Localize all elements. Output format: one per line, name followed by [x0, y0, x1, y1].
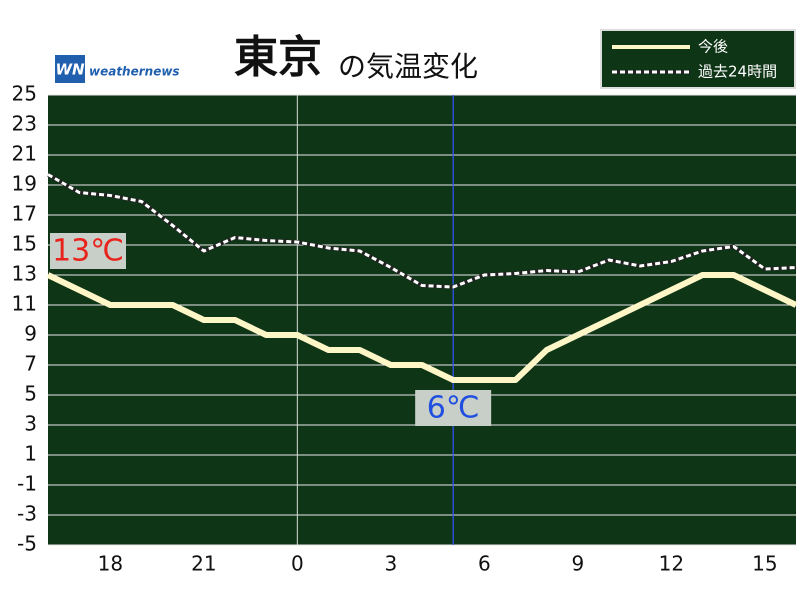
y-tick-label: 17 — [12, 202, 37, 226]
y-tick-label: 13 — [12, 262, 37, 286]
y-tick-label: 23 — [12, 112, 37, 136]
y-tick-label: 5 — [24, 382, 37, 406]
logo-box — [55, 55, 85, 83]
y-tick-label: 9 — [24, 322, 37, 346]
legend-label: 今後 — [698, 38, 728, 56]
value-label: 6℃ — [427, 391, 480, 426]
logo-text: weathernews — [89, 65, 180, 79]
plot-area — [48, 95, 796, 545]
x-tick-label: 15 — [752, 552, 777, 576]
y-tick-label: 11 — [12, 292, 37, 316]
y-tick-label: 25 — [12, 82, 37, 106]
y-tick-label: 3 — [24, 412, 37, 436]
x-tick-label: 3 — [384, 552, 397, 576]
x-tick-label: 12 — [659, 552, 684, 576]
x-tick-label: 9 — [571, 552, 584, 576]
x-tick-label: 18 — [98, 552, 123, 576]
chart-title-suffix: の気温変化 — [338, 50, 478, 83]
x-tick-label: 21 — [191, 552, 216, 576]
y-tick-label: 1 — [24, 442, 37, 466]
y-tick-label: 7 — [24, 352, 37, 376]
y-tick-label: -5 — [17, 532, 37, 556]
value-label-box — [415, 390, 492, 426]
legend — [600, 29, 796, 89]
chart-title: 東京 — [234, 32, 322, 83]
y-tick-label: 15 — [12, 232, 37, 256]
value-label-box — [50, 233, 126, 269]
x-tick-label: 6 — [478, 552, 491, 576]
y-tick-label: -1 — [17, 472, 37, 496]
y-tick-label: 19 — [12, 172, 37, 196]
series-line — [47, 173, 797, 289]
y-tick-label: 21 — [12, 142, 37, 166]
x-tick-label: 0 — [291, 552, 304, 576]
logo-mark: WN — [55, 61, 85, 79]
legend-label: 過去24時間 — [698, 63, 777, 81]
value-label: 13℃ — [52, 234, 124, 269]
series-line — [46, 272, 798, 383]
y-tick-label: -3 — [17, 502, 37, 526]
